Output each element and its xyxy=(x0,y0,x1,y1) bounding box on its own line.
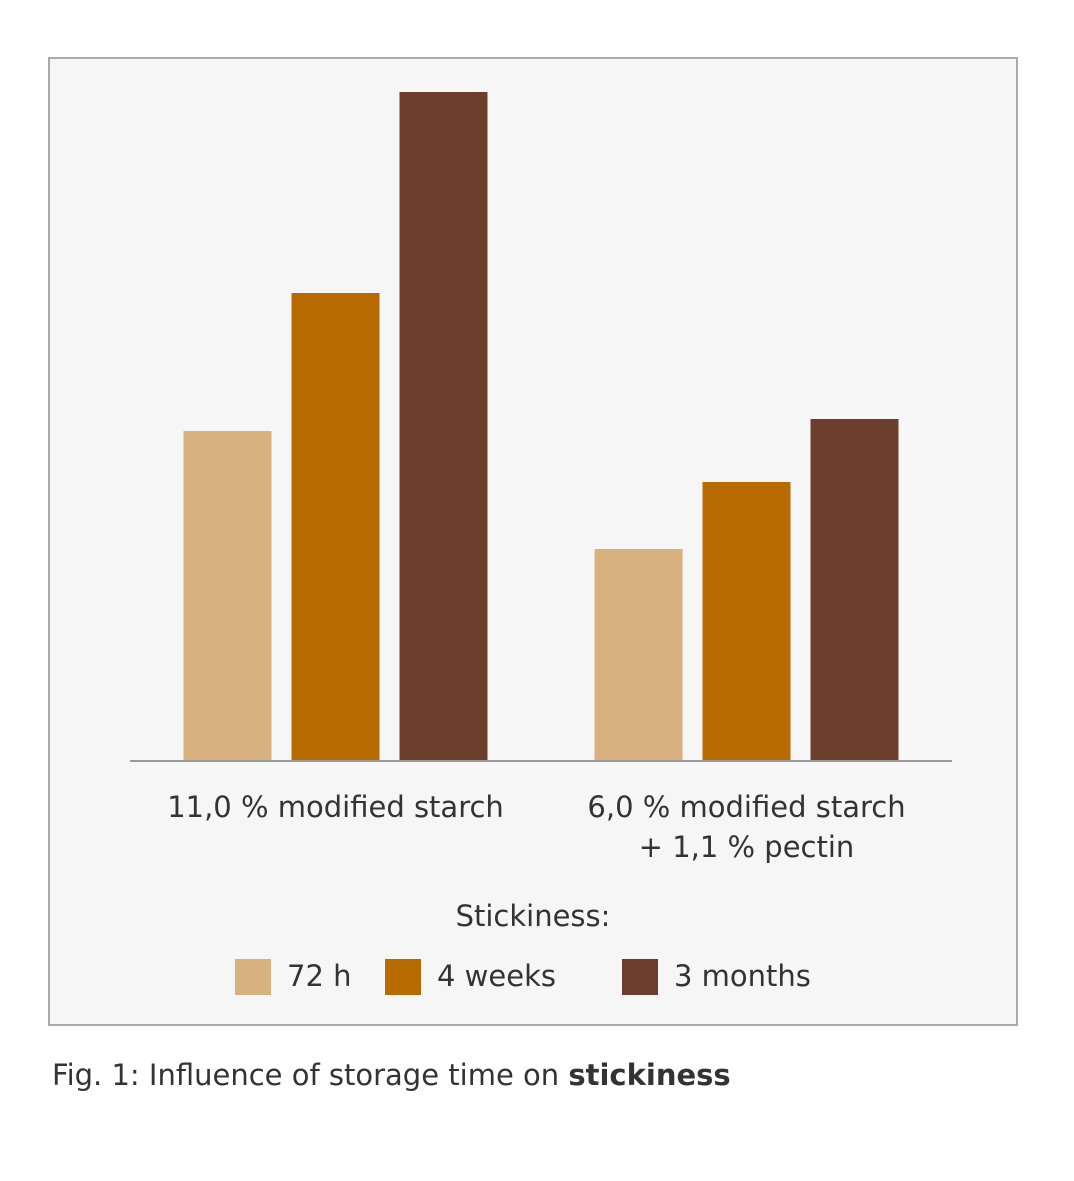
bar xyxy=(594,549,683,761)
legend-label: 4 weeks xyxy=(437,959,556,993)
legend-swatch xyxy=(385,959,421,995)
caption: Fig. 1: Influence of storage time on sti… xyxy=(52,1058,731,1092)
category-label: 11,0 % modified starch xyxy=(167,790,504,824)
legend-swatch xyxy=(622,959,658,995)
caption-bold: stickiness xyxy=(568,1058,731,1092)
bar xyxy=(702,482,791,761)
caption-text: Fig. 1: Influence of storage time on xyxy=(52,1058,560,1092)
bar xyxy=(399,92,488,761)
legend-label: 3 months xyxy=(674,959,811,993)
bar xyxy=(810,419,899,761)
bar xyxy=(183,431,272,761)
legend-title: Stickiness: xyxy=(456,899,611,933)
category-label: 6,0 % modified starch + 1,1 % pectin xyxy=(587,790,906,864)
bar xyxy=(291,293,380,761)
legend-label: 72 h xyxy=(287,959,352,993)
legend-swatch xyxy=(235,959,271,995)
